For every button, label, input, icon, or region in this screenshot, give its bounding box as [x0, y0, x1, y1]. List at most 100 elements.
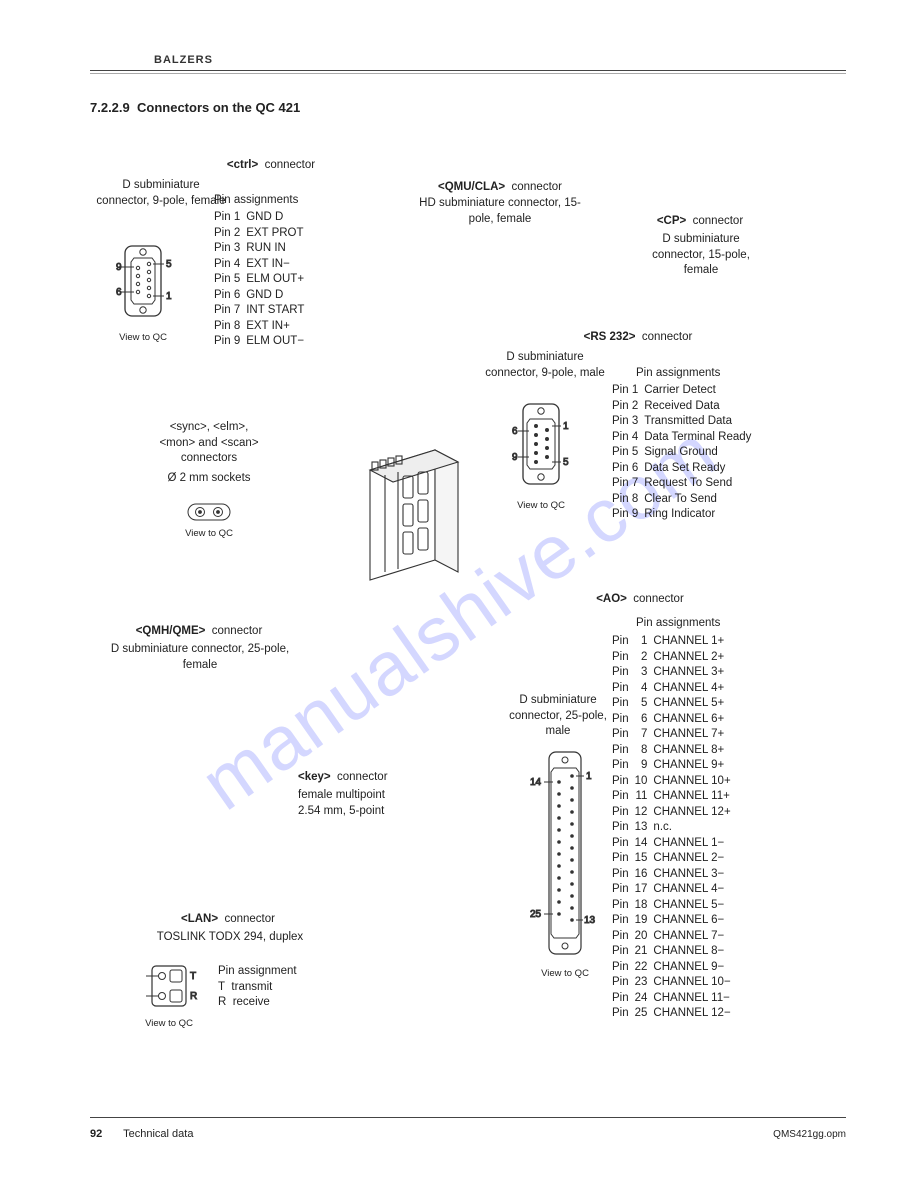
rs232-heading: <RS 232> connector	[548, 330, 728, 346]
pin-row: Pin7CHANNEL 7+	[612, 727, 731, 743]
pin-fn: Ring Indicator	[644, 507, 751, 523]
pin-row: Pin19CHANNEL 6−	[612, 913, 731, 929]
pin-fn: EXT PROT	[246, 226, 304, 242]
ao-view-label: View to QC	[524, 968, 606, 981]
page: BALZERS 7.2.2.9 Connectors on the QC 421…	[0, 0, 918, 1188]
pin-num: 9	[635, 758, 654, 774]
pin-num: Pin 6	[214, 288, 246, 304]
rs232-view-label: View to QC	[500, 500, 582, 513]
ao-conn-type: D subminiature connector, 25-pole, male	[498, 693, 618, 740]
pin-num: Pin 4	[214, 257, 246, 273]
pin-num: 6	[635, 712, 654, 728]
footer-rule	[90, 1117, 846, 1118]
module-isometric-icon	[340, 440, 480, 600]
pin-fn: Signal Ground	[644, 445, 751, 461]
pin-num: 21	[635, 944, 654, 960]
pin-row: Pin2CHANNEL 2+	[612, 650, 731, 666]
pin-num: Pin 9	[612, 507, 644, 523]
cp-heading-word: connector	[693, 215, 744, 227]
brand-label: BALZERS	[154, 54, 213, 66]
pin-num: 10	[635, 774, 654, 790]
pin-word: Pin	[612, 758, 635, 774]
pin-row: Pin 1GND D	[214, 210, 304, 226]
pin-fn: CHANNEL 6−	[653, 913, 730, 929]
key-heading-word: connector	[337, 771, 388, 783]
svg-text:5: 5	[563, 457, 569, 468]
svg-text:6: 6	[512, 426, 518, 437]
pin-fn: CHANNEL 3+	[653, 665, 730, 681]
svg-text:25: 25	[530, 909, 542, 920]
pin-fn: CHANNEL 8+	[653, 743, 730, 759]
cp-heading-tag: <CP>	[657, 215, 686, 227]
pin-fn: CHANNEL 12−	[653, 1006, 730, 1022]
lan-line1: TOSLINK TODX 294, duplex	[120, 930, 340, 946]
rs232-connector-icon: 6 9 1 5 View to QC	[500, 400, 582, 513]
ctrl-heading: <ctrl> connector	[196, 158, 346, 174]
pin-fn: EXT IN−	[246, 257, 304, 273]
sync-line3: connectors	[134, 451, 284, 467]
cp-conn-type: D subminiature connector, 15-pole, femal…	[636, 232, 766, 279]
pin-row: Pin4CHANNEL 4+	[612, 681, 731, 697]
qmh-conn-type: D subminiature connector, 25-pole, femal…	[110, 642, 290, 673]
pin-fn: Data Set Ready	[644, 461, 751, 477]
pin-num: 24	[635, 991, 654, 1007]
svg-text:1: 1	[586, 771, 592, 782]
pin-fn: Clear To Send	[644, 492, 751, 508]
pin-row: Pin6CHANNEL 6+	[612, 712, 731, 728]
pin-num: 14	[635, 836, 654, 852]
pin-num: Pin 3	[612, 414, 644, 430]
pin-num: Pin 6	[612, 461, 644, 477]
ao-heading: <AO> connector	[560, 592, 720, 608]
pin-row: Pin20CHANNEL 7−	[612, 929, 731, 945]
pin-row: Pin13n.c.	[612, 820, 731, 836]
ao-pin-heading: Pin assignments	[636, 616, 720, 632]
pin-fn: GND D	[246, 210, 304, 226]
pin-fn: Request To Send	[644, 476, 751, 492]
qmh-heading-tag: <QMH/QME>	[136, 625, 206, 637]
pin-word: Pin	[612, 975, 635, 991]
pin-num: 20	[635, 929, 654, 945]
key-heading: <key> connector	[298, 770, 388, 786]
pin-row: Pin23CHANNEL 10−	[612, 975, 731, 991]
svg-text:R: R	[190, 991, 197, 1002]
pin-fn: CHANNEL 9+	[653, 758, 730, 774]
svg-text:1: 1	[166, 291, 172, 302]
cp-heading: <CP> connector	[620, 214, 780, 230]
pin-num: 8	[635, 743, 654, 759]
svg-text:9: 9	[512, 452, 518, 463]
lan-heading: <LAN> connector	[148, 912, 308, 928]
pin-word: Pin	[612, 991, 635, 1007]
pin-row: Pin1CHANNEL 1+	[612, 634, 731, 650]
svg-text:5: 5	[166, 259, 172, 270]
qmu-heading-word: connector	[511, 181, 562, 193]
pin-row: Pin14CHANNEL 1−	[612, 836, 731, 852]
lan-t-label: T	[218, 981, 225, 993]
pin-row: Pin25CHANNEL 12−	[612, 1006, 731, 1022]
pin-word: Pin	[612, 836, 635, 852]
lan-connector-icon: T R View to QC	[136, 960, 202, 1031]
qmu-conn-type: HD subminiature connector, 15-pole, fema…	[410, 196, 590, 227]
pin-word: Pin	[612, 960, 635, 976]
pin-num: Pin 9	[214, 334, 246, 350]
pin-fn: CHANNEL 1−	[653, 836, 730, 852]
header-rule	[90, 70, 846, 71]
pin-fn: CHANNEL 10+	[653, 774, 730, 790]
pin-row: Pin17CHANNEL 4−	[612, 882, 731, 898]
pin-fn: CHANNEL 4−	[653, 882, 730, 898]
pin-fn: ELM OUT−	[246, 334, 304, 350]
pin-fn: ELM OUT+	[246, 272, 304, 288]
pin-num: Pin 3	[214, 241, 246, 257]
pin-num: 25	[635, 1006, 654, 1022]
pin-row: Pin21CHANNEL 8−	[612, 944, 731, 960]
pin-fn: RUN IN	[246, 241, 304, 257]
pin-fn: GND D	[246, 288, 304, 304]
pin-word: Pin	[612, 650, 635, 666]
pin-num: 17	[635, 882, 654, 898]
ao-heading-tag: <AO>	[596, 593, 627, 605]
pin-word: Pin	[612, 1006, 635, 1022]
footer-label: Technical data	[123, 1128, 193, 1140]
ctrl-heading-word: connector	[265, 159, 316, 171]
ctrl-connector-icon: 9 6 5 1 View to QC	[104, 242, 182, 345]
pin-word: Pin	[612, 681, 635, 697]
pin-fn: CHANNEL 5+	[653, 696, 730, 712]
